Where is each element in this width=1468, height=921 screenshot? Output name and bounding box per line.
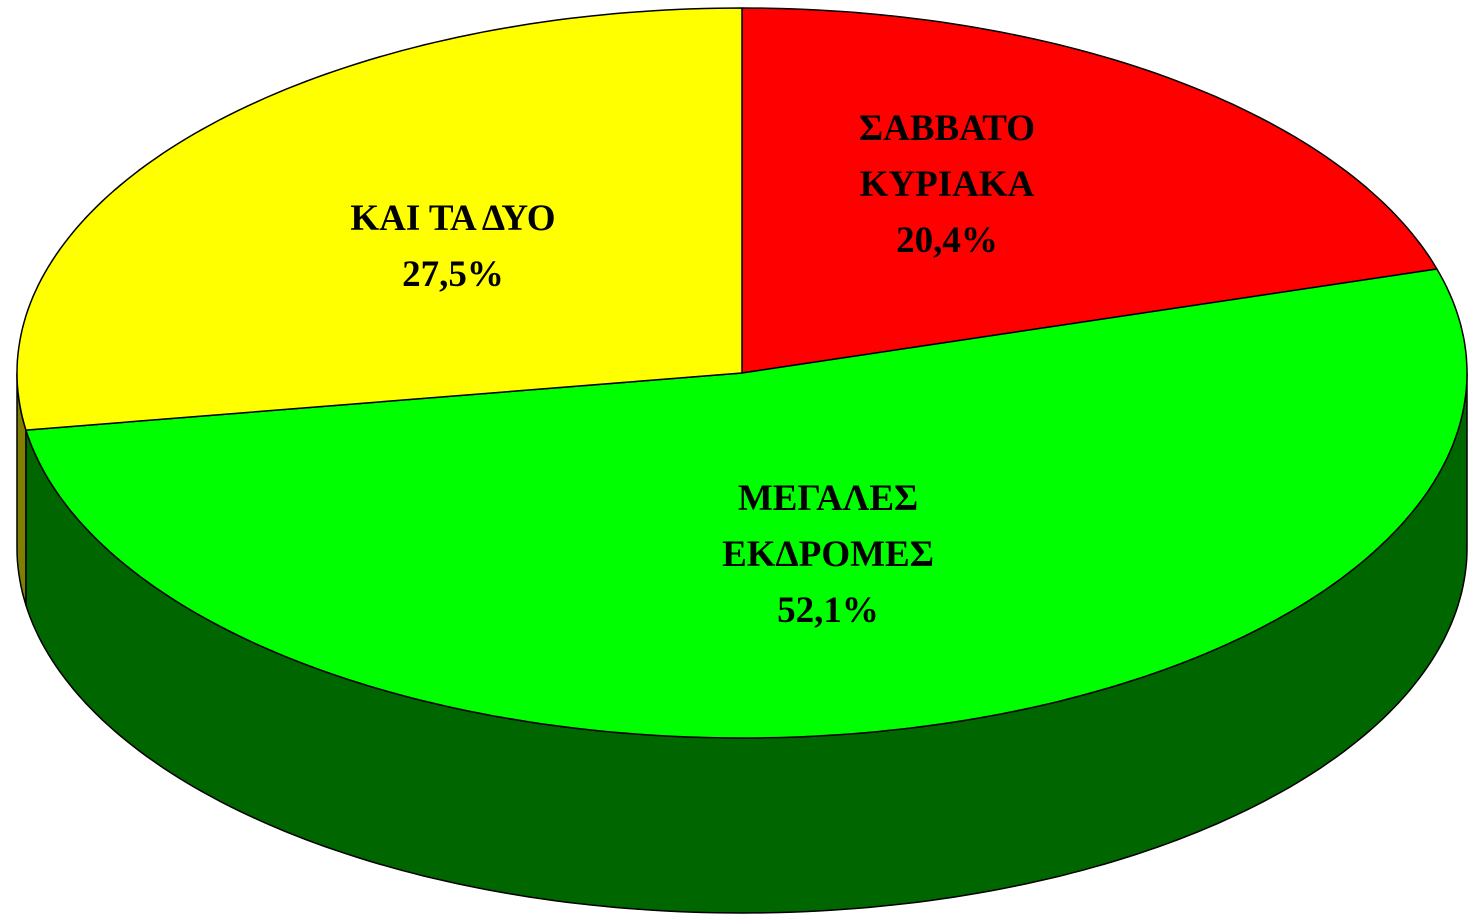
slice (16, 7, 743, 431)
slice-label: ΚΑΙ ΤΑ ΔΥΟ (350, 198, 555, 239)
slice (741, 7, 1438, 374)
value-label: 20,4% (896, 220, 998, 261)
slice-label: ΣΑΒΒΑΤΟ ΚΥΡΙΑΚΑ (859, 108, 1035, 205)
slice (25, 268, 1468, 739)
slice-label: ΜΕΓΑΛΕΣ ΕΚΔΡΟΜΕΣ (722, 478, 934, 575)
value-label: 52,1% (777, 590, 879, 631)
value-label: 27,5% (402, 254, 504, 295)
